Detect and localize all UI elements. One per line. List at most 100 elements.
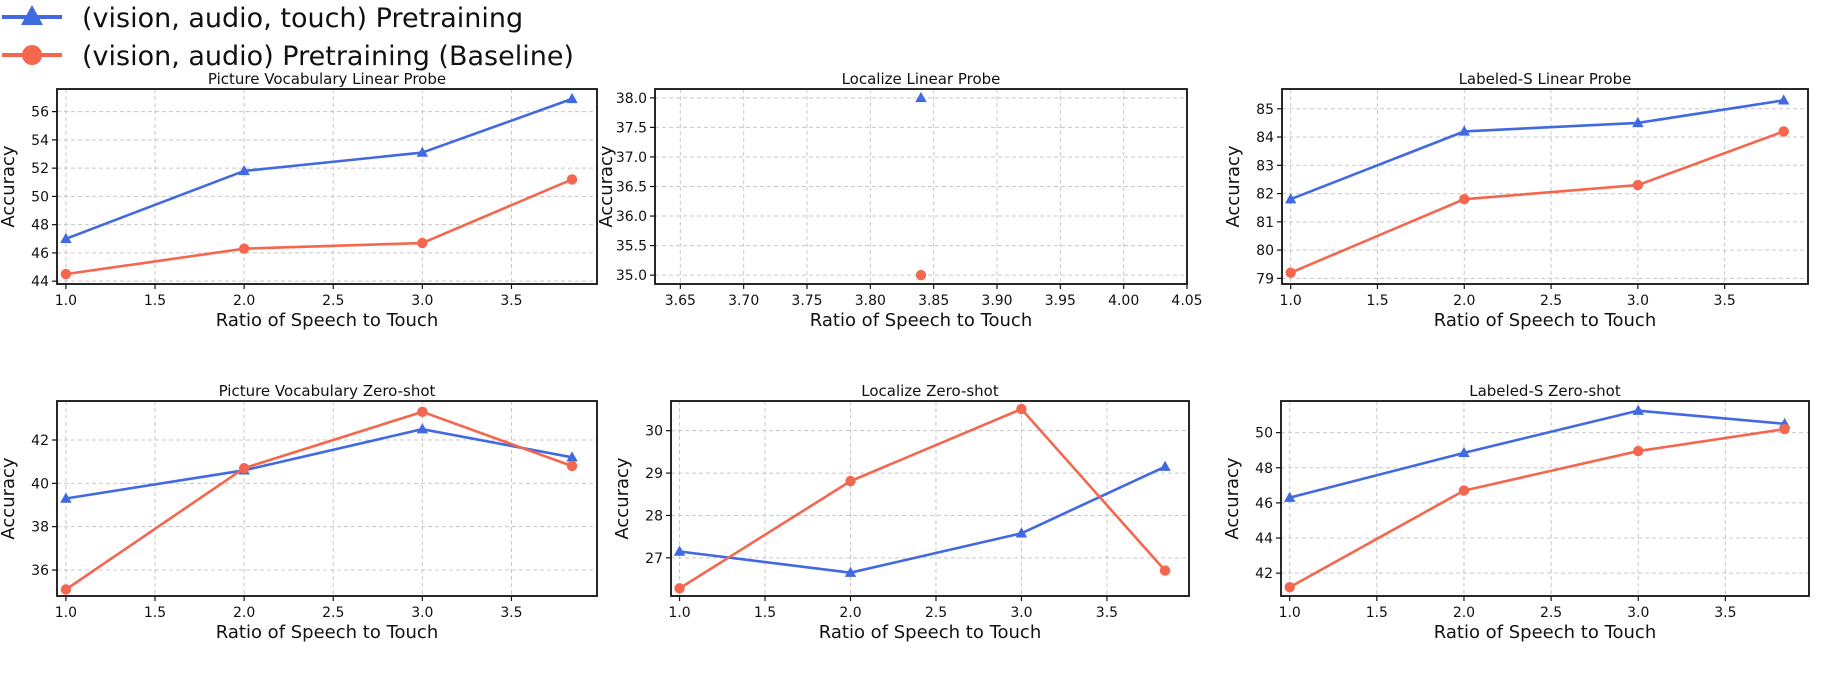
y-tick-label: 35.0 bbox=[616, 268, 647, 284]
data-point-baseline-1 bbox=[1459, 194, 1470, 205]
plot-frame bbox=[670, 400, 1190, 597]
y-axis-label: Accuracy bbox=[1222, 457, 1243, 540]
chart-title: Localize Zero-shot bbox=[861, 382, 999, 400]
data-point-baseline-2 bbox=[1632, 179, 1644, 191]
data-point-touch-1 bbox=[1458, 125, 1470, 136]
series-line-baseline bbox=[1290, 130, 1785, 274]
data-point-baseline-3 bbox=[566, 174, 578, 185]
y-axis-label: Accuracy bbox=[0, 145, 19, 228]
data-point-touch-3 bbox=[1777, 94, 1790, 105]
data-point-baseline-0 bbox=[60, 268, 72, 280]
x-tick-label: 2.0 bbox=[233, 605, 255, 621]
x-axis-label: Ratio of Speech to Touch bbox=[819, 622, 1042, 643]
legend-entry-touch: (vision, audio, touch) Pretraining bbox=[2, 3, 523, 34]
y-tick-label: 80 bbox=[1256, 243, 1274, 259]
x-tick-label: 3.5 bbox=[1714, 605, 1736, 621]
series-line-baseline bbox=[678, 407, 1167, 590]
x-tick-label: 3.0 bbox=[1627, 605, 1649, 621]
series-line-touch bbox=[679, 465, 1166, 574]
data-point-baseline-0 bbox=[1284, 582, 1295, 593]
chart-localize-zero-shot: 1.0 1.5 2.0 2.5 3.0 3.5 27 28 29 30 Localize Zero-… bbox=[604, 382, 1224, 686]
data-point-baseline-3 bbox=[1779, 423, 1790, 435]
data-point-baseline-3 bbox=[1159, 565, 1171, 576]
data-point-baseline-3 bbox=[566, 460, 578, 472]
x-tick-label: 3.0 bbox=[1627, 293, 1649, 309]
y-tick-label: 82 bbox=[1256, 187, 1274, 203]
y-tick-label: 44 bbox=[1255, 531, 1273, 547]
data-point-touch-2 bbox=[416, 146, 429, 157]
x-tick-label: 2.5 bbox=[322, 605, 344, 621]
x-tick-label: 2.5 bbox=[1540, 605, 1562, 621]
chart-labeled-s-zero-shot: 1.0 1.5 2.0 2.5 3.0 3.5 42 44 46 48 50 Labeled-S Ze… bbox=[1213, 382, 1821, 686]
data-point-touch-2 bbox=[1632, 116, 1644, 128]
data-point-touch-0 bbox=[60, 492, 72, 503]
x-tick-label: 3.95 bbox=[1045, 293, 1076, 309]
x-tick-label: 3.0 bbox=[411, 605, 433, 621]
chart-svg: 1.0 1.5 2.0 2.5 3.0 3.5 44 46 48 50 52 54 56 Picture … bbox=[0, 70, 598, 331]
series-line-touch bbox=[1290, 99, 1784, 201]
y-tick-label: 27 bbox=[645, 551, 663, 567]
x-tick-label: 4.05 bbox=[1171, 293, 1202, 309]
legend-label-baseline: (vision, audio) Pretraining (Baseline) bbox=[82, 41, 574, 72]
data-point-baseline-2 bbox=[417, 406, 428, 418]
plot-frame bbox=[1281, 88, 1809, 285]
y-tick-label: 52 bbox=[31, 161, 49, 177]
legend-triangle-marker-icon bbox=[21, 5, 43, 25]
x-tick-label: 3.65 bbox=[665, 293, 696, 309]
y-tick-label: 36 bbox=[31, 563, 49, 579]
legend: (vision, audio, touch) Pretraining (visi… bbox=[2, 3, 574, 72]
x-tick-label: 2.0 bbox=[839, 605, 861, 621]
x-tick-label: 3.0 bbox=[411, 293, 433, 309]
chart-title: Picture Vocabulary Zero-shot bbox=[219, 382, 436, 400]
data-point-baseline-1 bbox=[1458, 485, 1470, 496]
y-tick-label: 46 bbox=[31, 246, 49, 262]
chart-picture-vocabulary-linear-probe: 1.0 1.5 2.0 2.5 3.0 3.5 44 46 48 50 52 54 56 Picture … bbox=[0, 70, 620, 374]
x-tick-label: 2.5 bbox=[1540, 293, 1562, 309]
x-tick-label: 2.5 bbox=[925, 605, 947, 621]
x-tick-label: 1.5 bbox=[144, 293, 166, 309]
x-tick-label: 1.5 bbox=[754, 605, 776, 621]
y-tick-label: 54 bbox=[31, 133, 49, 149]
x-axis-label: Ratio of Speech to Touch bbox=[810, 310, 1033, 331]
data-point-baseline-3 bbox=[1778, 126, 1789, 137]
x-tick-label: 1.5 bbox=[144, 605, 166, 621]
x-tick-label: 2.5 bbox=[322, 293, 344, 309]
data-point-baseline-1 bbox=[238, 243, 250, 254]
x-tick-label: 1.0 bbox=[1279, 605, 1301, 621]
y-tick-label: 79 bbox=[1256, 271, 1274, 287]
data-point-baseline-1 bbox=[845, 475, 856, 487]
series-line-baseline bbox=[65, 410, 573, 591]
y-tick-label: 48 bbox=[1255, 461, 1273, 477]
x-axis-label: Ratio of Speech to Touch bbox=[216, 310, 439, 331]
legend-circle-marker-icon bbox=[22, 45, 42, 65]
chart-svg: 1.0 1.5 2.0 2.5 3.0 3.5 42 44 46 48 50 Labeled-S Ze… bbox=[1222, 382, 1810, 643]
y-tick-label: 40 bbox=[31, 476, 49, 492]
y-tick-label: 28 bbox=[645, 508, 663, 524]
series-line-touch bbox=[65, 97, 573, 240]
chart-labeled-s-linear-probe: 1.0 1.5 2.0 2.5 3.0 3.5 79 80 81 82 83 84 85 Labeled-… bbox=[1213, 70, 1821, 374]
data-point-baseline-2 bbox=[417, 237, 428, 249]
x-axis-label: Ratio of Speech to Touch bbox=[1434, 310, 1657, 331]
x-tick-label: 3.5 bbox=[500, 293, 522, 309]
data-point-touch-3 bbox=[566, 451, 578, 462]
data-point-touch-1 bbox=[844, 566, 857, 577]
chart-title: Localize Linear Probe bbox=[842, 70, 1001, 88]
x-tick-label: 3.70 bbox=[728, 293, 759, 309]
plot-frame bbox=[1280, 400, 1810, 597]
y-tick-label: 84 bbox=[1256, 130, 1274, 146]
chart-title: Labeled-S Linear Probe bbox=[1459, 70, 1632, 88]
x-tick-label: 2.0 bbox=[1453, 293, 1475, 309]
series-line-touch bbox=[1289, 409, 1785, 499]
x-tick-label: 3.5 bbox=[500, 605, 522, 621]
x-tick-label: 2.0 bbox=[233, 293, 255, 309]
x-tick-label: 1.0 bbox=[55, 293, 77, 309]
y-tick-label: 50 bbox=[1255, 426, 1273, 442]
data-point-baseline-0 bbox=[1285, 267, 1296, 278]
x-tick-label: 3.5 bbox=[1096, 605, 1118, 621]
data-point-touch-0 bbox=[915, 91, 927, 103]
y-tick-label: 29 bbox=[645, 466, 663, 482]
y-tick-label: 30 bbox=[645, 424, 663, 440]
x-tick-label: 3.75 bbox=[791, 293, 822, 309]
plot-frame bbox=[56, 88, 598, 285]
y-axis-label: Accuracy bbox=[596, 145, 617, 228]
